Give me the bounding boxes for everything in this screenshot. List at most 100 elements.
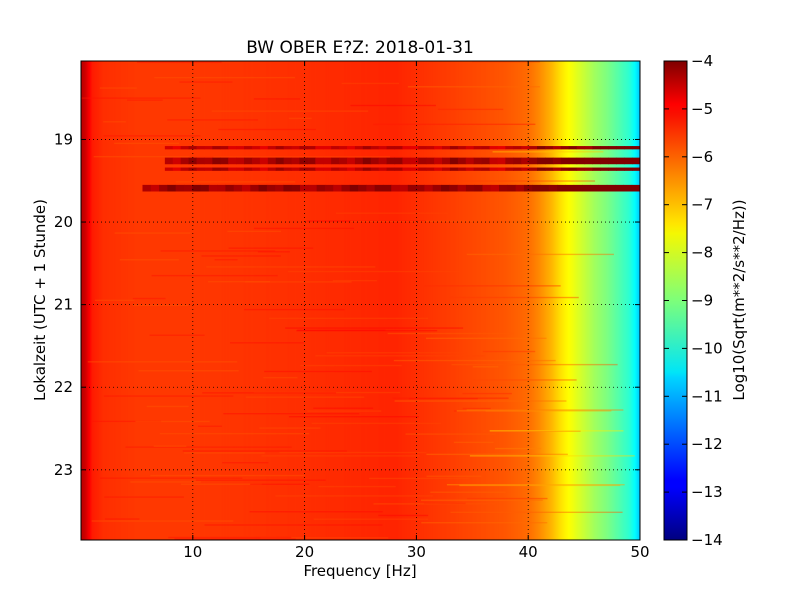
- heatmap-column: [202, 61, 205, 540]
- energy-band-segment: [341, 184, 351, 192]
- energy-band-segment: [560, 167, 570, 171]
- heatmap-column: [326, 61, 329, 540]
- heatmap-streak: [260, 537, 389, 539]
- heatmap-column: [123, 61, 126, 540]
- heatmap-column: [186, 61, 188, 540]
- energy-band-segment: [505, 146, 514, 150]
- heatmap-column: [342, 61, 345, 540]
- heatmap-column: [174, 61, 177, 540]
- heatmap-column: [576, 61, 578, 540]
- heatmap-column: [600, 61, 603, 540]
- energy-band-segment: [394, 167, 403, 171]
- heatmap-streak: [451, 363, 618, 366]
- heatmap-column: [212, 61, 215, 540]
- heatmap-streak: [287, 270, 461, 273]
- heatmap-streak: [114, 232, 191, 234]
- heatmap-column: [603, 61, 605, 540]
- heatmap-streak: [206, 266, 376, 268]
- energy-band-segment: [544, 146, 554, 150]
- heatmap-column: [93, 61, 96, 540]
- heatmap-streak: [218, 128, 316, 131]
- heatmap-column: [633, 61, 636, 540]
- energy-band-segment: [233, 184, 243, 192]
- heatmap-column: [293, 61, 296, 540]
- heatmap-column: [473, 61, 476, 540]
- energy-band-segment: [465, 157, 475, 165]
- heatmap-streak: [426, 453, 568, 456]
- heatmap-column: [525, 61, 528, 540]
- energy-band-segment: [632, 167, 640, 171]
- heatmap-column: [565, 61, 567, 540]
- heatmap-column: [254, 61, 257, 540]
- heatmap-column: [276, 61, 279, 540]
- heatmap-column: [171, 61, 174, 540]
- energy-band-segment: [266, 184, 276, 192]
- heatmap-streak: [138, 370, 239, 372]
- energy-band-segment: [366, 184, 376, 192]
- heatmap-column: [595, 61, 597, 540]
- energy-band-segment: [624, 146, 633, 150]
- energy-band-segment: [432, 184, 442, 192]
- heatmap-column: [379, 61, 382, 540]
- energy-band-segment: [513, 157, 522, 165]
- heatmap-column: [638, 61, 640, 540]
- heatmap-column: [347, 61, 349, 540]
- heatmap-column: [167, 61, 169, 540]
- heatmap-column: [96, 61, 99, 540]
- energy-band-segment: [236, 167, 245, 171]
- energy-band-segment: [568, 157, 578, 165]
- energy-band-segment: [418, 157, 427, 165]
- heatmap-column: [475, 61, 478, 540]
- energy-band-segment: [489, 146, 498, 150]
- heatmap-column: [588, 61, 591, 540]
- heatmap-column: [268, 61, 271, 540]
- energy-band-segment: [482, 184, 492, 192]
- energy-band-segment: [358, 184, 367, 192]
- heatmap-streak: [114, 142, 180, 145]
- energy-band-segment: [544, 167, 554, 171]
- heatmap-column: [103, 61, 106, 540]
- heatmap-column: [199, 61, 202, 540]
- energy-band-segment: [442, 157, 451, 165]
- heatmap-column: [188, 61, 191, 540]
- heatmap-column: [295, 61, 298, 540]
- heatmap-column: [299, 61, 301, 540]
- heatmap-column: [486, 61, 489, 540]
- heatmap-streak: [223, 413, 360, 415]
- heatmap-column: [424, 61, 426, 540]
- heatmap-column: [433, 61, 435, 540]
- heatmap-column: [161, 61, 164, 540]
- heatmap-column: [246, 61, 249, 540]
- heatmap-column: [591, 61, 594, 540]
- heatmap-streak: [421, 522, 548, 524]
- heatmap-streak: [175, 181, 296, 183]
- heatmap-column: [494, 61, 497, 540]
- x-tick-label: 40: [519, 543, 538, 561]
- heatmap-column: [419, 61, 422, 540]
- heatmap-column: [110, 61, 112, 540]
- heatmap-column: [607, 61, 610, 540]
- heatmap-column: [636, 61, 639, 540]
- heatmap-column: [363, 61, 366, 540]
- heatmap-column: [300, 61, 302, 540]
- heatmap-column: [224, 61, 226, 540]
- heatmap-column: [597, 61, 600, 540]
- heatmap-column: [632, 61, 634, 540]
- heatmap-column: [215, 61, 217, 540]
- heatmap-column: [601, 61, 604, 540]
- energy-band-segment: [183, 184, 193, 192]
- energy-band-segment: [346, 167, 356, 171]
- heatmap-column: [322, 61, 325, 540]
- energy-band-segment: [457, 146, 467, 150]
- heatmap-column: [528, 61, 530, 540]
- energy-band-segment: [515, 184, 525, 192]
- heatmap-streak: [149, 334, 205, 336]
- heatmap-column: [441, 61, 443, 540]
- heatmap-column: [447, 61, 450, 540]
- heatmap-column: [184, 61, 187, 540]
- heatmap-streak: [92, 420, 162, 423]
- heatmap-column: [574, 61, 576, 540]
- energy-band-segment: [473, 167, 483, 171]
- heatmap-streak: [125, 446, 292, 448]
- heatmap-column: [606, 61, 609, 540]
